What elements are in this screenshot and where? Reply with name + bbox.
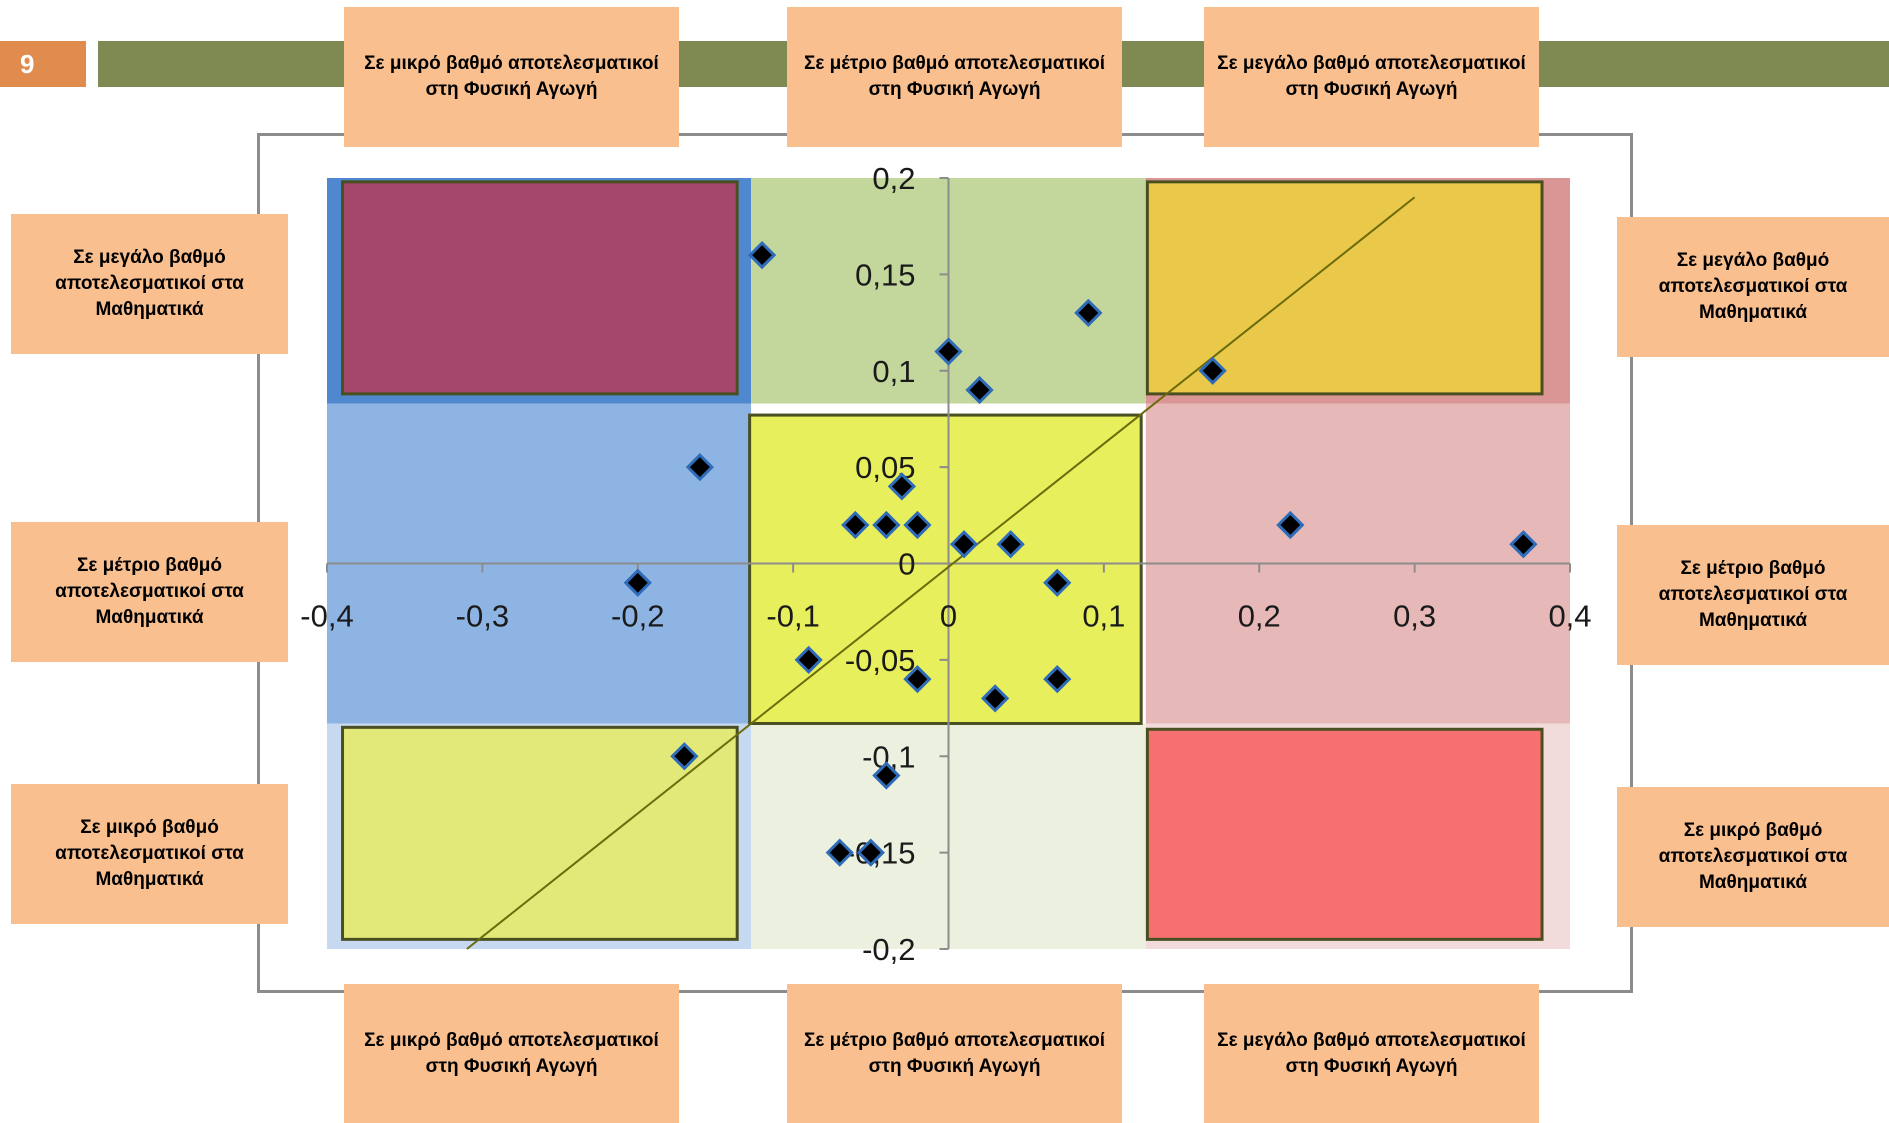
data-point — [872, 510, 901, 540]
data-point — [1043, 568, 1072, 597]
slide-number: 9 — [0, 41, 86, 87]
bottom-label-low-pe: Σε μικρό βαθμό αποτελεσματικοί στη Φυσικ… — [344, 984, 679, 1123]
highlight-box — [341, 180, 739, 396]
highlight-box — [1145, 727, 1544, 941]
data-point — [1509, 530, 1538, 559]
x-tick-label: 0 — [940, 599, 957, 634]
y-tick-label: 0,2 — [872, 161, 915, 196]
x-tick-label: 0,3 — [1393, 599, 1436, 634]
data-point — [872, 761, 901, 790]
y-tick-label: -0,2 — [862, 932, 915, 967]
data-point — [934, 337, 963, 366]
data-point — [623, 568, 652, 597]
data-point — [903, 510, 932, 540]
data-point — [747, 240, 777, 270]
data-point — [965, 375, 994, 405]
data-point — [949, 530, 979, 559]
data-point — [670, 742, 699, 771]
top-label-high-pe: Σε μεγάλο βαθμό αποτελεσματικοί στη Φυσι… — [1204, 7, 1539, 147]
right-label-high-math: Σε μεγάλο βαθμό αποτελεσματικοί στα Μαθη… — [1617, 217, 1889, 357]
y-tick-label: 0,15 — [855, 257, 915, 292]
left-label-high-math: Σε μεγάλο βαθμό αποτελεσματικοί στα Μαθη… — [11, 214, 288, 354]
data-point — [996, 530, 1025, 559]
x-tick-label: 0,4 — [1548, 599, 1591, 634]
right-label-medium-math: Σε μέτριο βαθμό αποτελεσματικοί στα Μαθη… — [1617, 525, 1889, 665]
data-point — [903, 665, 932, 694]
right-label-low-math: Σε μικρό βαθμό αποτελεσματικοί στα Μαθημ… — [1617, 787, 1889, 927]
x-tick-label: 0,1 — [1082, 599, 1125, 634]
top-label-medium-pe: Σε μέτριο βαθμό αποτελεσματικοί στη Φυσι… — [787, 7, 1122, 147]
data-point — [685, 453, 715, 482]
bottom-label-high-pe: Σε μεγάλο βαθμό αποτελεσματικοί στη Φυσι… — [1204, 984, 1539, 1123]
data-point — [794, 645, 823, 674]
left-label-low-math: Σε μικρό βαθμό αποτελεσματικοί στα Μαθημ… — [11, 784, 288, 924]
data-point — [841, 510, 870, 540]
y-tick-label: -0,05 — [845, 643, 916, 678]
y-tick-label: 0 — [898, 547, 915, 582]
data-point — [856, 838, 885, 867]
highlight-box — [1145, 180, 1544, 396]
top-label-low-pe: Σε μικρό βαθμό αποτελεσματικοί στη Φυσικ… — [344, 7, 679, 147]
data-point — [1276, 510, 1305, 540]
data-point — [825, 838, 854, 867]
data-point — [1043, 665, 1072, 694]
highlight-box — [341, 725, 739, 941]
y-tick-label: 0,1 — [872, 354, 915, 389]
x-tick-label: -0,2 — [611, 599, 664, 634]
data-point — [980, 684, 1010, 713]
x-tick-label: -0,4 — [300, 599, 353, 634]
bottom-label-medium-pe: Σε μέτριο βαθμό αποτελεσματικοί στη Φυσι… — [787, 984, 1122, 1123]
data-point — [887, 472, 917, 501]
x-tick-label: 0,2 — [1238, 599, 1281, 634]
data-point — [1198, 356, 1227, 385]
x-tick-label: -0,3 — [456, 599, 509, 634]
x-tick-label: -0,1 — [766, 599, 819, 634]
left-label-medium-math: Σε μέτριο βαθμό αποτελεσματικοί στα Μαθη… — [11, 522, 288, 662]
data-point — [1074, 298, 1103, 328]
trendline — [466, 196, 1416, 950]
